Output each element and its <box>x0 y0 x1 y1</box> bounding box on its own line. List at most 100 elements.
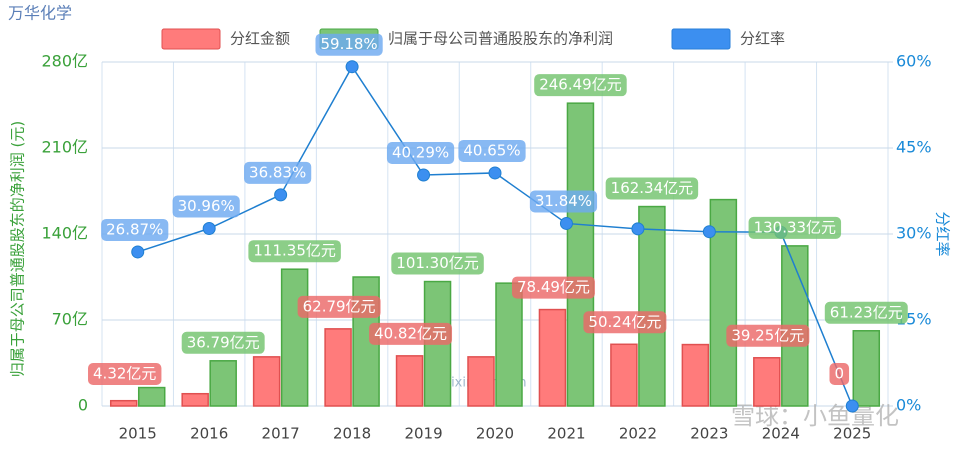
x-tick-label: 2024 <box>762 425 800 443</box>
data-label: 36.83% <box>244 161 312 184</box>
data-label-text: 78.49亿元 <box>517 278 590 296</box>
data-label: 111.35亿元 <box>248 240 341 263</box>
data-label: 30.96% <box>172 195 240 218</box>
y-tick-label: 70亿 <box>52 310 88 329</box>
data-label-text: 130.33亿元 <box>754 218 837 236</box>
data-label-bg <box>726 324 810 347</box>
data-label-text: 40.82亿元 <box>374 324 447 342</box>
bar <box>495 282 523 407</box>
bar <box>324 328 352 407</box>
data-label: 36.79亿元 <box>181 331 265 354</box>
data-label-bg <box>748 216 842 239</box>
x-tick-label: 2015 <box>119 425 157 443</box>
bar <box>610 343 638 407</box>
legend-swatch <box>671 28 731 50</box>
y-tick-label: 280亿 <box>41 52 88 71</box>
x-tick-label: 2025 <box>833 425 871 443</box>
data-label-text: 36.79亿元 <box>187 333 260 351</box>
data-label-text: 40.29% <box>392 144 449 162</box>
data-label-bg <box>315 33 383 56</box>
rate-point <box>488 166 502 180</box>
rate-point <box>202 221 216 235</box>
data-label-bg <box>88 363 162 385</box>
bar <box>137 386 166 407</box>
bar <box>638 205 666 407</box>
data-label-bg <box>386 142 455 165</box>
data-label: 62.79亿元 <box>297 295 381 318</box>
data-label: 0 <box>829 363 850 385</box>
data-label-bg <box>101 218 169 241</box>
legend-label: 分红率 <box>740 30 785 48</box>
bar <box>280 268 309 407</box>
data-label-text: 50.24亿元 <box>588 313 661 331</box>
y-tick-label: 210亿 <box>41 138 88 157</box>
data-label-text: 62.79亿元 <box>303 297 376 315</box>
bar <box>395 355 424 407</box>
y-tick-label: 0 <box>78 396 88 415</box>
bar <box>209 360 237 407</box>
data-label-text: 30.96% <box>178 197 235 215</box>
rate-point <box>345 60 359 74</box>
data-label-bg <box>458 139 526 162</box>
data-label: 40.29% <box>386 142 455 165</box>
data-label-bg <box>172 195 240 218</box>
data-label: 4.32亿元 <box>88 363 162 385</box>
x-tick-label: 2020 <box>476 425 514 443</box>
x-tick-label: 2017 <box>262 425 300 443</box>
y2-tick-label: 45% <box>896 138 932 157</box>
data-label: 40.82亿元 <box>369 322 453 345</box>
rate-point <box>417 168 431 182</box>
data-label: 39.25亿元 <box>726 324 810 347</box>
bar <box>109 399 138 407</box>
x-tick-label: 2021 <box>547 425 585 443</box>
data-label-bg <box>248 240 341 263</box>
data-label-text: 4.32亿元 <box>93 365 156 383</box>
bar <box>538 308 567 407</box>
data-label: 61.23亿元 <box>824 301 908 324</box>
data-label-bg <box>244 161 312 184</box>
y-axis-title: 归属于母公司普通股股东的净利润 (元) <box>9 121 27 377</box>
data-label-bg <box>605 177 699 200</box>
data-label-bg <box>181 331 265 354</box>
data-label-bg <box>511 276 595 299</box>
bar <box>252 356 281 407</box>
rate-point <box>631 222 645 236</box>
data-label-text: 40.65% <box>463 141 520 159</box>
data-label: 162.34亿元 <box>605 177 699 200</box>
bar <box>467 356 495 407</box>
data-label-text: 31.84% <box>535 192 592 210</box>
data-label-text: 36.83% <box>249 163 306 181</box>
x-tick-label: 2022 <box>619 425 657 443</box>
rate-point <box>559 216 573 230</box>
y2-tick-label: 30% <box>896 224 932 243</box>
y-tick-label: 140亿 <box>41 224 88 243</box>
data-label-bg <box>534 74 627 97</box>
legend-label: 归属于母公司普通股股东的净利润 <box>388 30 613 48</box>
data-label-text: 26.87% <box>106 220 163 238</box>
rate-point <box>845 399 859 413</box>
legend-swatch <box>161 28 221 50</box>
data-label-text: 61.23亿元 <box>830 303 903 321</box>
data-label-text: 39.25亿元 <box>731 326 804 344</box>
rate-point <box>274 188 288 202</box>
data-label-bg <box>583 311 667 334</box>
data-label: 59.18% <box>315 33 383 56</box>
x-tick-label: 2019 <box>404 425 442 443</box>
bar <box>852 330 881 407</box>
data-label-bg <box>391 252 484 275</box>
data-label: 78.49亿元 <box>511 276 595 299</box>
data-label-bg <box>297 295 381 318</box>
data-label-bg <box>824 301 908 324</box>
data-label: 50.24亿元 <box>583 311 667 334</box>
data-label-text: 59.18% <box>320 35 377 53</box>
data-label-bg <box>369 322 453 345</box>
rate-point <box>131 245 145 259</box>
rate-point <box>702 225 716 239</box>
x-tick-label: 2023 <box>690 425 728 443</box>
chart-title: 万华化学 <box>8 4 72 23</box>
data-label-text: 162.34亿元 <box>611 179 694 197</box>
bar <box>566 102 595 407</box>
data-label-bg <box>529 190 598 213</box>
y2-tick-label: 60% <box>896 52 932 71</box>
x-tick-label: 2016 <box>190 425 228 443</box>
